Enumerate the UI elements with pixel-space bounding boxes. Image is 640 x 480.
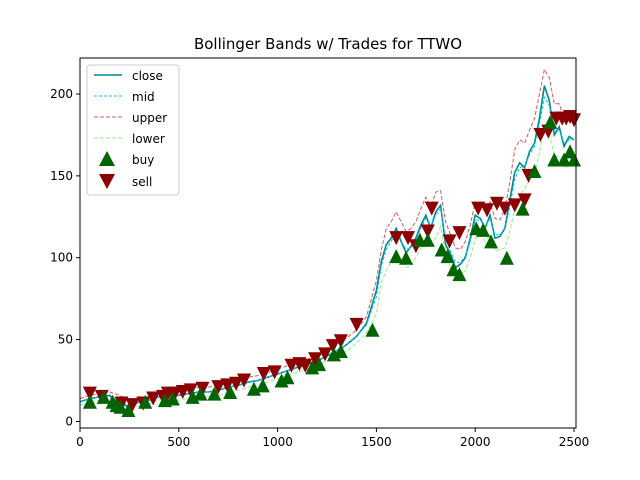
sell-marker	[507, 198, 522, 213]
buy-marker	[255, 378, 270, 393]
sell-marker	[308, 352, 323, 367]
sell-marker	[267, 365, 282, 380]
buy-marker	[399, 250, 414, 265]
sell-marker	[318, 347, 333, 362]
buy-marker	[193, 386, 208, 401]
series-mid-line	[79, 95, 574, 406]
buy-marker	[138, 394, 153, 409]
sell-marker	[497, 201, 512, 216]
legend-sell-marker	[99, 174, 115, 189]
sell-marker	[452, 226, 467, 241]
buy-marker	[440, 249, 455, 264]
plot-frame	[79, 57, 577, 429]
sell-marker	[237, 373, 252, 388]
sell-marker	[298, 358, 313, 373]
sell-marker	[489, 196, 504, 211]
sell-marker	[424, 201, 439, 216]
sell-marker	[480, 203, 495, 218]
y-tick-label: 50	[58, 333, 73, 347]
sell-marker	[229, 376, 244, 391]
x-tick-label: 1500	[361, 435, 392, 449]
sell-marker	[211, 380, 226, 395]
sell-marker	[517, 193, 532, 208]
buy-marker	[543, 114, 558, 129]
buy-marker	[567, 152, 582, 167]
buy-marker	[82, 394, 97, 409]
sell-marker	[256, 366, 271, 381]
buy-marker	[121, 402, 136, 417]
buy-marker	[557, 152, 572, 167]
series-close-line	[79, 85, 575, 408]
sell-marker	[125, 398, 140, 413]
sell-marker	[442, 234, 457, 249]
legend: close mid upper lower buy sell	[86, 64, 180, 196]
buy-marker	[207, 386, 222, 401]
buy-marker	[476, 222, 491, 237]
legend-upper-label: upper	[132, 111, 167, 125]
sell-marker	[146, 391, 161, 406]
sell-marker	[420, 224, 435, 239]
axis-layer: 0 500 1000 1500 2000 2500 0 50 100 150 200	[50, 87, 589, 449]
buy-marker	[312, 357, 327, 372]
x-tick-label: 2000	[460, 435, 491, 449]
sell-marker	[183, 383, 198, 398]
legend-buy-label: buy	[132, 153, 154, 167]
sell-marker	[389, 231, 404, 246]
chart-title: Bollinger Bands w/ Trades for TTWO	[194, 35, 462, 53]
x-tick-label: 0	[76, 435, 84, 449]
y-tick-label: 200	[50, 87, 73, 101]
y-tick-label: 100	[50, 251, 73, 265]
buy-marker	[527, 163, 542, 178]
sell-marker	[220, 378, 235, 393]
legend-buy-marker	[99, 151, 115, 166]
buy-marker	[333, 344, 348, 359]
legend-lower-label: lower	[132, 132, 165, 146]
buy-marker	[434, 242, 449, 257]
x-tick-label: 500	[167, 435, 190, 449]
buy-marker	[452, 267, 467, 282]
marker-layer	[82, 109, 582, 417]
x-tick-label: 1000	[262, 435, 293, 449]
sell-marker	[333, 334, 348, 349]
sell-marker	[195, 381, 210, 396]
sell-marker	[349, 317, 364, 332]
buy-marker	[165, 391, 180, 406]
buy-marker	[515, 201, 530, 216]
x-tick-label: 2500	[559, 435, 590, 449]
buy-marker	[365, 322, 380, 337]
legend-mid-label: mid	[132, 90, 155, 104]
y-tick-label: 150	[50, 169, 73, 183]
buy-marker	[223, 384, 238, 399]
legend-sell-label: sell	[132, 175, 152, 189]
buy-marker	[547, 152, 562, 167]
sell-marker	[325, 339, 340, 354]
buy-marker	[484, 234, 499, 249]
buy-marker	[420, 232, 435, 247]
buy-marker	[96, 389, 111, 404]
buy-marker	[280, 370, 295, 385]
y-tick-label: 0	[65, 414, 73, 428]
buy-marker	[389, 249, 404, 264]
sell-marker	[401, 231, 416, 246]
legend-close-label: close	[132, 69, 163, 83]
sell-marker	[533, 127, 548, 142]
sell-marker	[82, 386, 97, 401]
sell-marker	[567, 113, 582, 128]
buy-marker	[499, 250, 514, 265]
buy-marker	[113, 399, 128, 414]
